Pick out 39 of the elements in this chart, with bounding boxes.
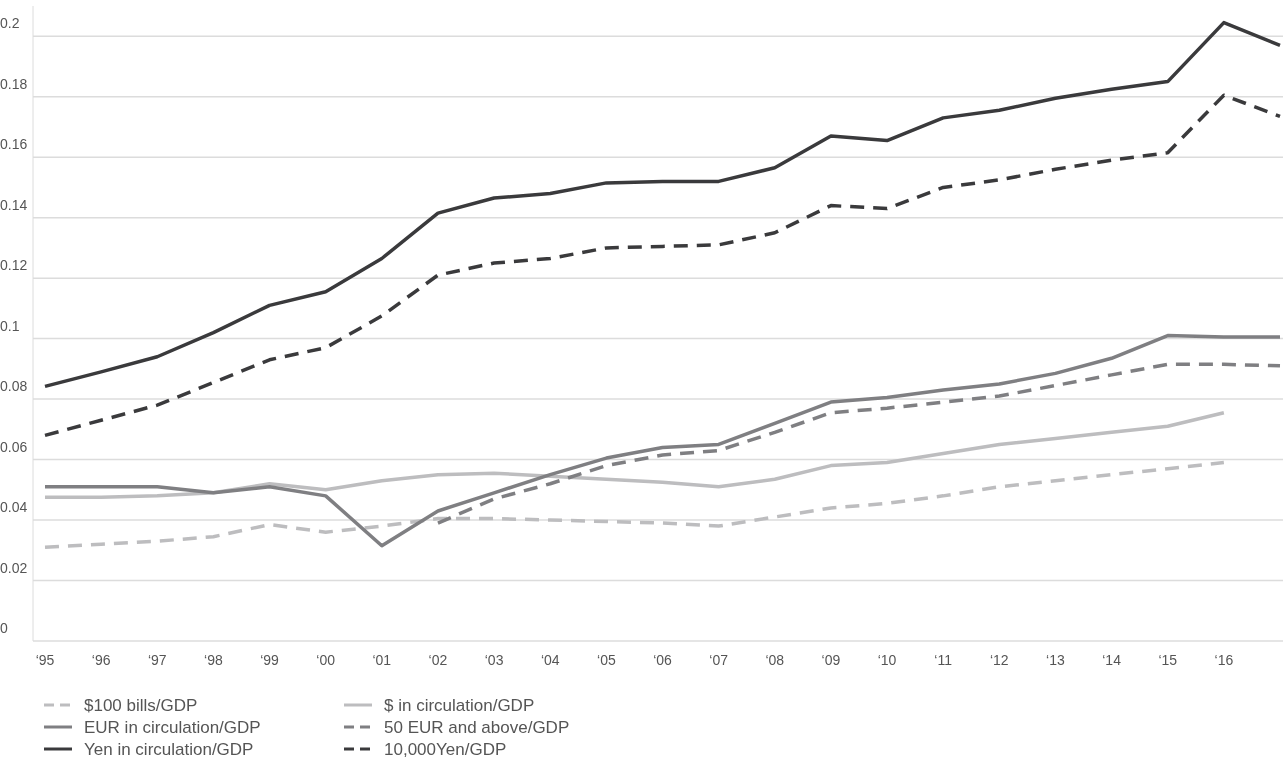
y-tick-label: 0.1 [0,317,20,334]
y-tick-label: 0.2 [0,15,20,32]
legend-label: $100 bills/GDP [84,696,198,715]
x-tick-label: ‘12 [989,652,1009,668]
legend-label: 50 EUR and above/GDP [384,718,570,737]
x-tick-label: ‘98 [204,652,223,668]
x-tick-label: ‘03 [484,652,504,668]
x-tick-label: ‘06 [653,652,673,668]
x-tick-label: ‘02 [428,652,448,668]
x-tick-label: ‘16 [1214,652,1234,668]
y-tick-label: 0.12 [0,257,28,274]
legend-label: 10,000Yen/GDP [384,740,507,759]
x-tick-label: ‘07 [709,652,729,668]
x-tick-label: ‘09 [821,652,841,668]
y-tick-label: 0.18 [0,75,28,92]
y-tick-label: 0.02 [0,559,28,576]
x-tick-label: ‘15 [1158,652,1178,668]
x-tick-label: ‘11 [934,652,953,668]
legend-label: $ in circulation/GDP [384,696,535,715]
x-tick-label: ‘10 [877,652,897,668]
x-tick-label: ‘13 [1046,652,1066,668]
x-tick-label: ‘04 [540,652,560,668]
y-tick-label: 0.06 [0,438,28,455]
y-tick-label: 0.08 [0,378,28,395]
legend-label: Yen in circulation/GDP [84,740,254,759]
x-tick-label: ‘99 [260,652,280,668]
y-tick-label: 0.14 [0,196,28,213]
x-tick-label: ‘97 [147,652,167,668]
x-tick-label: ‘08 [765,652,785,668]
y-tick-label: 0.16 [0,136,28,153]
y-tick-label: 0 [0,620,8,636]
x-tick-label: ‘96 [91,652,111,668]
x-tick-label: ‘00 [316,652,336,668]
y-tick-label: 0.04 [0,499,28,516]
x-tick-label: ‘05 [597,652,616,668]
legend-label: EUR in circulation/GDP [84,718,261,737]
x-tick-label: ‘14 [1102,652,1122,668]
x-tick-label: ‘95 [35,652,55,668]
x-tick-label: ‘01 [372,652,392,668]
